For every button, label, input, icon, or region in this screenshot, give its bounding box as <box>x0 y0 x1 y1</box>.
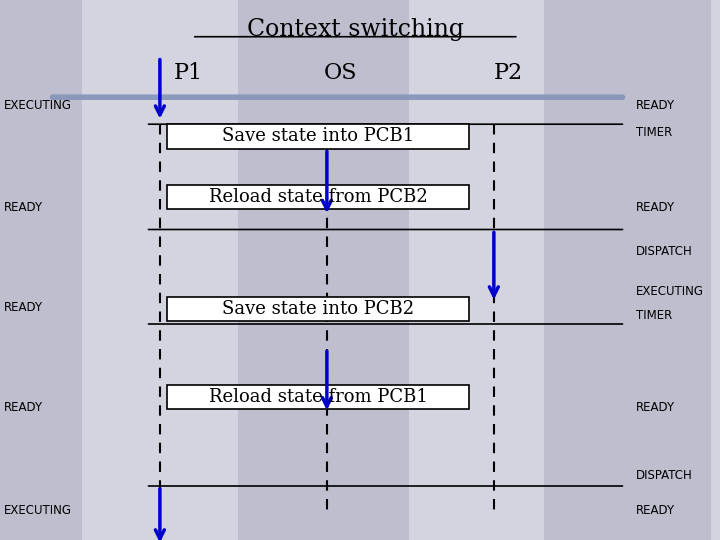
Text: EXECUTING: EXECUTING <box>4 504 71 517</box>
Text: Save state into PCB2: Save state into PCB2 <box>222 300 414 318</box>
Text: READY: READY <box>636 99 675 112</box>
Text: READY: READY <box>4 401 42 414</box>
Bar <box>0 0 81 540</box>
Text: Save state into PCB1: Save state into PCB1 <box>222 127 414 145</box>
Text: DISPATCH: DISPATCH <box>636 469 693 482</box>
Text: Reload state from PCB2: Reload state from PCB2 <box>209 188 428 206</box>
Text: READY: READY <box>636 504 675 517</box>
Text: READY: READY <box>636 201 675 214</box>
Text: READY: READY <box>4 301 42 314</box>
Text: DISPATCH: DISPATCH <box>636 245 693 258</box>
Text: OS: OS <box>323 62 357 84</box>
Text: TIMER: TIMER <box>636 126 672 139</box>
Text: Reload state from PCB1: Reload state from PCB1 <box>209 388 428 406</box>
Text: EXECUTING: EXECUTING <box>4 99 71 112</box>
FancyBboxPatch shape <box>167 385 469 409</box>
Text: READY: READY <box>4 201 42 214</box>
FancyBboxPatch shape <box>167 124 469 148</box>
Text: P2: P2 <box>494 62 523 84</box>
Text: EXECUTING: EXECUTING <box>636 285 704 298</box>
Bar <box>238 0 408 540</box>
FancyBboxPatch shape <box>167 297 469 321</box>
FancyBboxPatch shape <box>167 185 469 209</box>
Bar <box>544 0 711 540</box>
Text: TIMER: TIMER <box>636 309 672 322</box>
Text: P1: P1 <box>174 62 203 84</box>
Text: Context switching: Context switching <box>247 18 464 41</box>
Text: READY: READY <box>636 401 675 414</box>
